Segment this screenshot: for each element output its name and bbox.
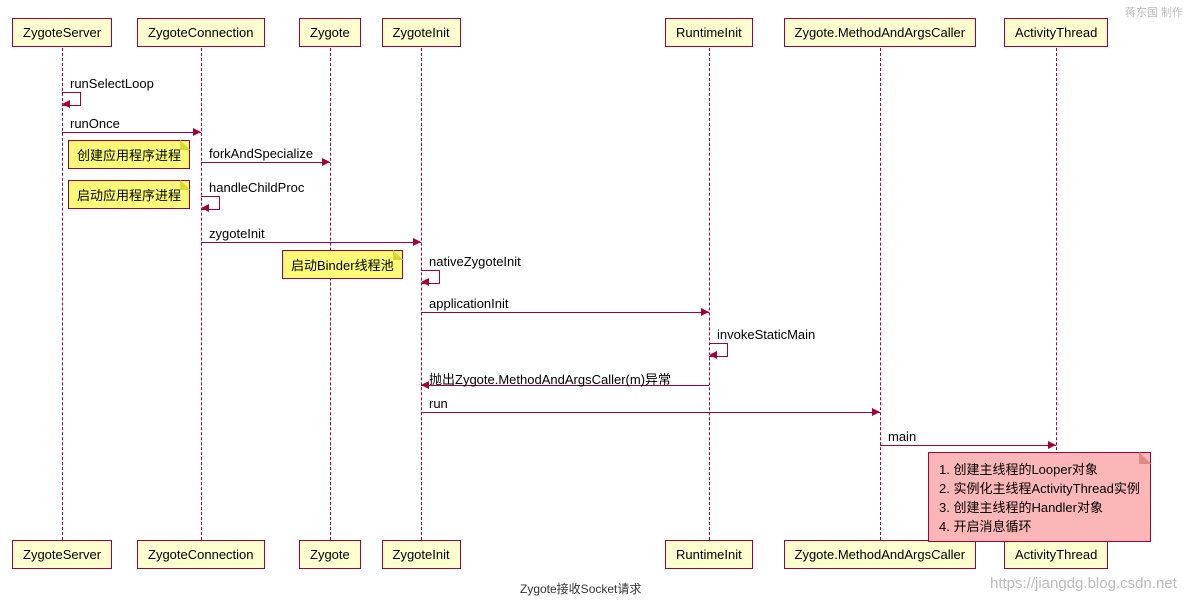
participant-at-bottom: ActivityThread bbox=[1004, 540, 1108, 569]
message-label: 抛出Zygote.MethodAndArgsCaller(m)异常 bbox=[429, 369, 671, 388]
message-label: handleChildProc bbox=[209, 180, 304, 195]
message-arrow bbox=[880, 445, 1056, 446]
arrow-head bbox=[193, 128, 201, 136]
note-line: 3. 创建主线程的Handler对象 bbox=[939, 497, 1140, 516]
message-label: main bbox=[888, 429, 916, 444]
message-arrow bbox=[421, 412, 880, 413]
diagram-caption: Zygote接收Socket请求 bbox=[520, 580, 641, 597]
message-label: forkAndSpecialize bbox=[209, 146, 313, 161]
author-label: 蒋东国 制作 bbox=[1125, 4, 1183, 20]
participant-ri-bottom: RuntimeInit bbox=[665, 540, 753, 569]
arrow-head bbox=[421, 381, 429, 389]
lifeline-zc bbox=[201, 48, 202, 540]
note-fold bbox=[180, 180, 190, 190]
participant-at: ActivityThread bbox=[1004, 18, 1108, 47]
participant-zy: Zygote bbox=[299, 18, 361, 47]
message-arrow bbox=[421, 312, 709, 313]
message-label: runSelectLoop bbox=[70, 76, 154, 91]
note-line: 2. 实例化主线程ActivityThread实例 bbox=[939, 478, 1140, 497]
message-label: nativeZygoteInit bbox=[429, 254, 521, 269]
message-label: invokeStaticMain bbox=[717, 327, 815, 342]
note-fold bbox=[180, 140, 190, 150]
message-arrow bbox=[201, 162, 330, 163]
message-arrow bbox=[201, 242, 421, 243]
note: 启动应用程序进程 bbox=[68, 180, 190, 209]
arrow-head bbox=[1048, 441, 1056, 449]
arrow-head bbox=[709, 351, 717, 359]
lifeline-mac bbox=[880, 48, 881, 540]
arrow-head bbox=[322, 158, 330, 166]
participant-mac: Zygote.MethodAndArgsCaller bbox=[784, 18, 977, 47]
message-label: applicationInit bbox=[429, 296, 509, 311]
note-line: 4. 开启消息循环 bbox=[939, 516, 1140, 535]
participant-zi: ZygoteInit bbox=[382, 18, 461, 47]
arrow-head bbox=[701, 308, 709, 316]
participant-zs: ZygoteServer bbox=[12, 18, 112, 47]
arrow-head bbox=[201, 204, 209, 212]
arrow-head bbox=[62, 100, 70, 108]
note-line: 1. 创建主线程的Looper对象 bbox=[939, 459, 1140, 478]
participant-mac-bottom: Zygote.MethodAndArgsCaller bbox=[784, 540, 977, 569]
arrow-head bbox=[413, 238, 421, 246]
note-fold bbox=[393, 250, 403, 260]
lifeline-zi bbox=[421, 48, 422, 540]
participant-zs-bottom: ZygoteServer bbox=[12, 540, 112, 569]
lifeline-zy bbox=[330, 48, 331, 540]
participant-zi-bottom: ZygoteInit bbox=[382, 540, 461, 569]
note: 启动Binder线程池 bbox=[282, 250, 403, 279]
participant-zc-bottom: ZygoteConnection bbox=[137, 540, 265, 569]
watermark: https://jiangdg.blog.csdn.net bbox=[990, 575, 1177, 592]
message-label: run bbox=[429, 396, 448, 411]
participant-zc: ZygoteConnection bbox=[137, 18, 265, 47]
message-label: zygoteInit bbox=[209, 226, 265, 241]
arrow-head bbox=[421, 278, 429, 286]
participant-ri: RuntimeInit bbox=[665, 18, 753, 47]
lifeline-ri bbox=[709, 48, 710, 540]
arrow-head bbox=[872, 408, 880, 416]
message-label: runOnce bbox=[70, 116, 120, 131]
message-arrow bbox=[62, 132, 201, 133]
note-pink: 1. 创建主线程的Looper对象2. 实例化主线程ActivityThread… bbox=[928, 452, 1151, 542]
note-fold bbox=[1139, 452, 1151, 464]
participant-zy-bottom: Zygote bbox=[299, 540, 361, 569]
note: 创建应用程序进程 bbox=[68, 140, 190, 169]
lifeline-zs bbox=[62, 48, 63, 540]
